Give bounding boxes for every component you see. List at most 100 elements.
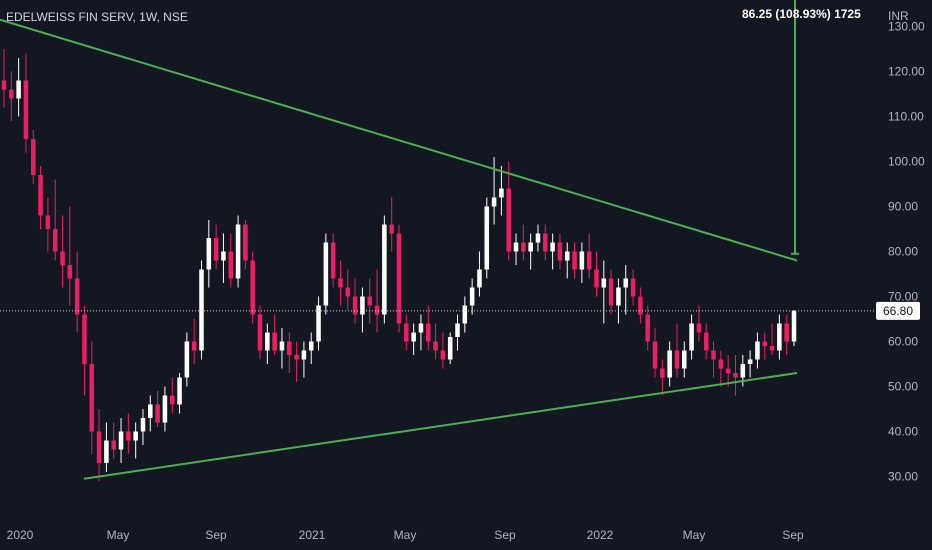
candle-body bbox=[367, 296, 373, 306]
candle bbox=[89, 341, 95, 454]
candle bbox=[96, 409, 102, 481]
candle bbox=[74, 251, 80, 333]
candle bbox=[543, 224, 548, 261]
candle-body bbox=[118, 431, 124, 450]
candle bbox=[652, 328, 658, 378]
candle bbox=[389, 197, 394, 252]
candle bbox=[323, 233, 329, 315]
candle-body bbox=[23, 80, 29, 139]
candle-body bbox=[140, 418, 146, 432]
candle-body bbox=[126, 431, 131, 441]
current-price-label: 66.80 bbox=[883, 304, 913, 318]
candle bbox=[447, 332, 453, 364]
candle-body bbox=[513, 242, 519, 252]
candle-body bbox=[360, 296, 365, 315]
candle-body bbox=[769, 346, 775, 351]
candle-body bbox=[411, 332, 416, 342]
y-tick-label: 130.00 bbox=[888, 20, 925, 34]
candle bbox=[1, 49, 7, 108]
candle-body bbox=[352, 296, 358, 315]
candle-body bbox=[316, 305, 321, 342]
candle-body bbox=[345, 287, 351, 297]
candle-body bbox=[462, 305, 468, 324]
candle-body bbox=[499, 188, 504, 198]
candle-body bbox=[521, 242, 526, 252]
candle bbox=[272, 314, 277, 355]
candle bbox=[23, 53, 29, 153]
candle bbox=[769, 323, 775, 355]
candle bbox=[367, 278, 373, 324]
candle-body bbox=[133, 431, 138, 441]
x-tick-label: 2020 bbox=[7, 528, 34, 542]
symbol-title: EDELWEISS FIN SERV, 1W, NSE bbox=[6, 10, 188, 24]
candle bbox=[374, 269, 380, 333]
candle-body bbox=[425, 323, 431, 342]
candle-body bbox=[433, 341, 438, 351]
candle-body bbox=[1, 80, 7, 90]
candle bbox=[111, 422, 116, 459]
candle bbox=[528, 233, 533, 270]
candle bbox=[725, 355, 731, 387]
candle bbox=[689, 314, 694, 360]
candle bbox=[499, 166, 504, 216]
candle bbox=[747, 350, 753, 378]
candle bbox=[586, 233, 592, 279]
candle-body bbox=[506, 188, 511, 252]
candle bbox=[513, 233, 519, 265]
candle-body bbox=[535, 233, 541, 243]
candle bbox=[711, 341, 716, 378]
y-tick-label: 30.00 bbox=[888, 470, 918, 484]
candle bbox=[433, 323, 438, 360]
candle-body bbox=[747, 359, 753, 364]
candle bbox=[199, 260, 204, 360]
candle bbox=[484, 197, 490, 279]
candle-body bbox=[616, 287, 621, 306]
candle bbox=[338, 260, 343, 306]
candle-body bbox=[725, 368, 731, 373]
candle-body bbox=[60, 251, 65, 265]
candle bbox=[623, 265, 629, 315]
candle-body bbox=[162, 395, 168, 423]
time-axis[interactable]: 2020 May Sep 2021 May Sep 2022 May Sep bbox=[7, 528, 804, 542]
y-tick-label: 110.00 bbox=[888, 110, 924, 124]
candle-body bbox=[111, 440, 116, 450]
candle bbox=[126, 413, 131, 454]
y-tick-label: 40.00 bbox=[888, 425, 918, 439]
candle bbox=[455, 314, 460, 351]
candle-body bbox=[491, 197, 497, 207]
candle bbox=[682, 341, 687, 378]
candle bbox=[411, 323, 416, 355]
candle bbox=[674, 323, 680, 378]
measurement-label: 86.25 (108.93%) 1725 bbox=[742, 7, 861, 21]
candle-body bbox=[279, 341, 285, 351]
support-trendline[interactable] bbox=[83, 372, 798, 480]
candle bbox=[696, 305, 702, 342]
candle-body bbox=[586, 251, 592, 270]
candle-body bbox=[543, 233, 548, 252]
candle bbox=[169, 377, 175, 414]
candle-body bbox=[250, 260, 255, 315]
candle-body bbox=[733, 373, 738, 378]
x-tick-label: May bbox=[683, 528, 706, 542]
candle bbox=[330, 233, 336, 288]
y-tick-label: 120.00 bbox=[888, 65, 925, 79]
candle-body bbox=[169, 395, 175, 405]
candle bbox=[360, 287, 365, 333]
candle-body bbox=[396, 233, 402, 324]
candle-body bbox=[265, 332, 270, 351]
candle-body bbox=[550, 242, 555, 252]
candle bbox=[382, 215, 387, 324]
candle bbox=[638, 287, 643, 324]
candle bbox=[206, 220, 212, 288]
candle-body bbox=[382, 224, 387, 315]
candle bbox=[162, 386, 168, 432]
resistance-trendline[interactable] bbox=[0, 18, 798, 262]
candle bbox=[118, 418, 124, 463]
candle-body bbox=[689, 323, 694, 351]
candle-body bbox=[630, 278, 636, 297]
price-axis[interactable]: 30.00 40.00 50.00 60.00 70.00 80.00 90.00 100.0… bbox=[888, 20, 925, 484]
candle-body bbox=[469, 287, 475, 306]
candle bbox=[30, 130, 36, 184]
candle-body bbox=[30, 139, 36, 175]
